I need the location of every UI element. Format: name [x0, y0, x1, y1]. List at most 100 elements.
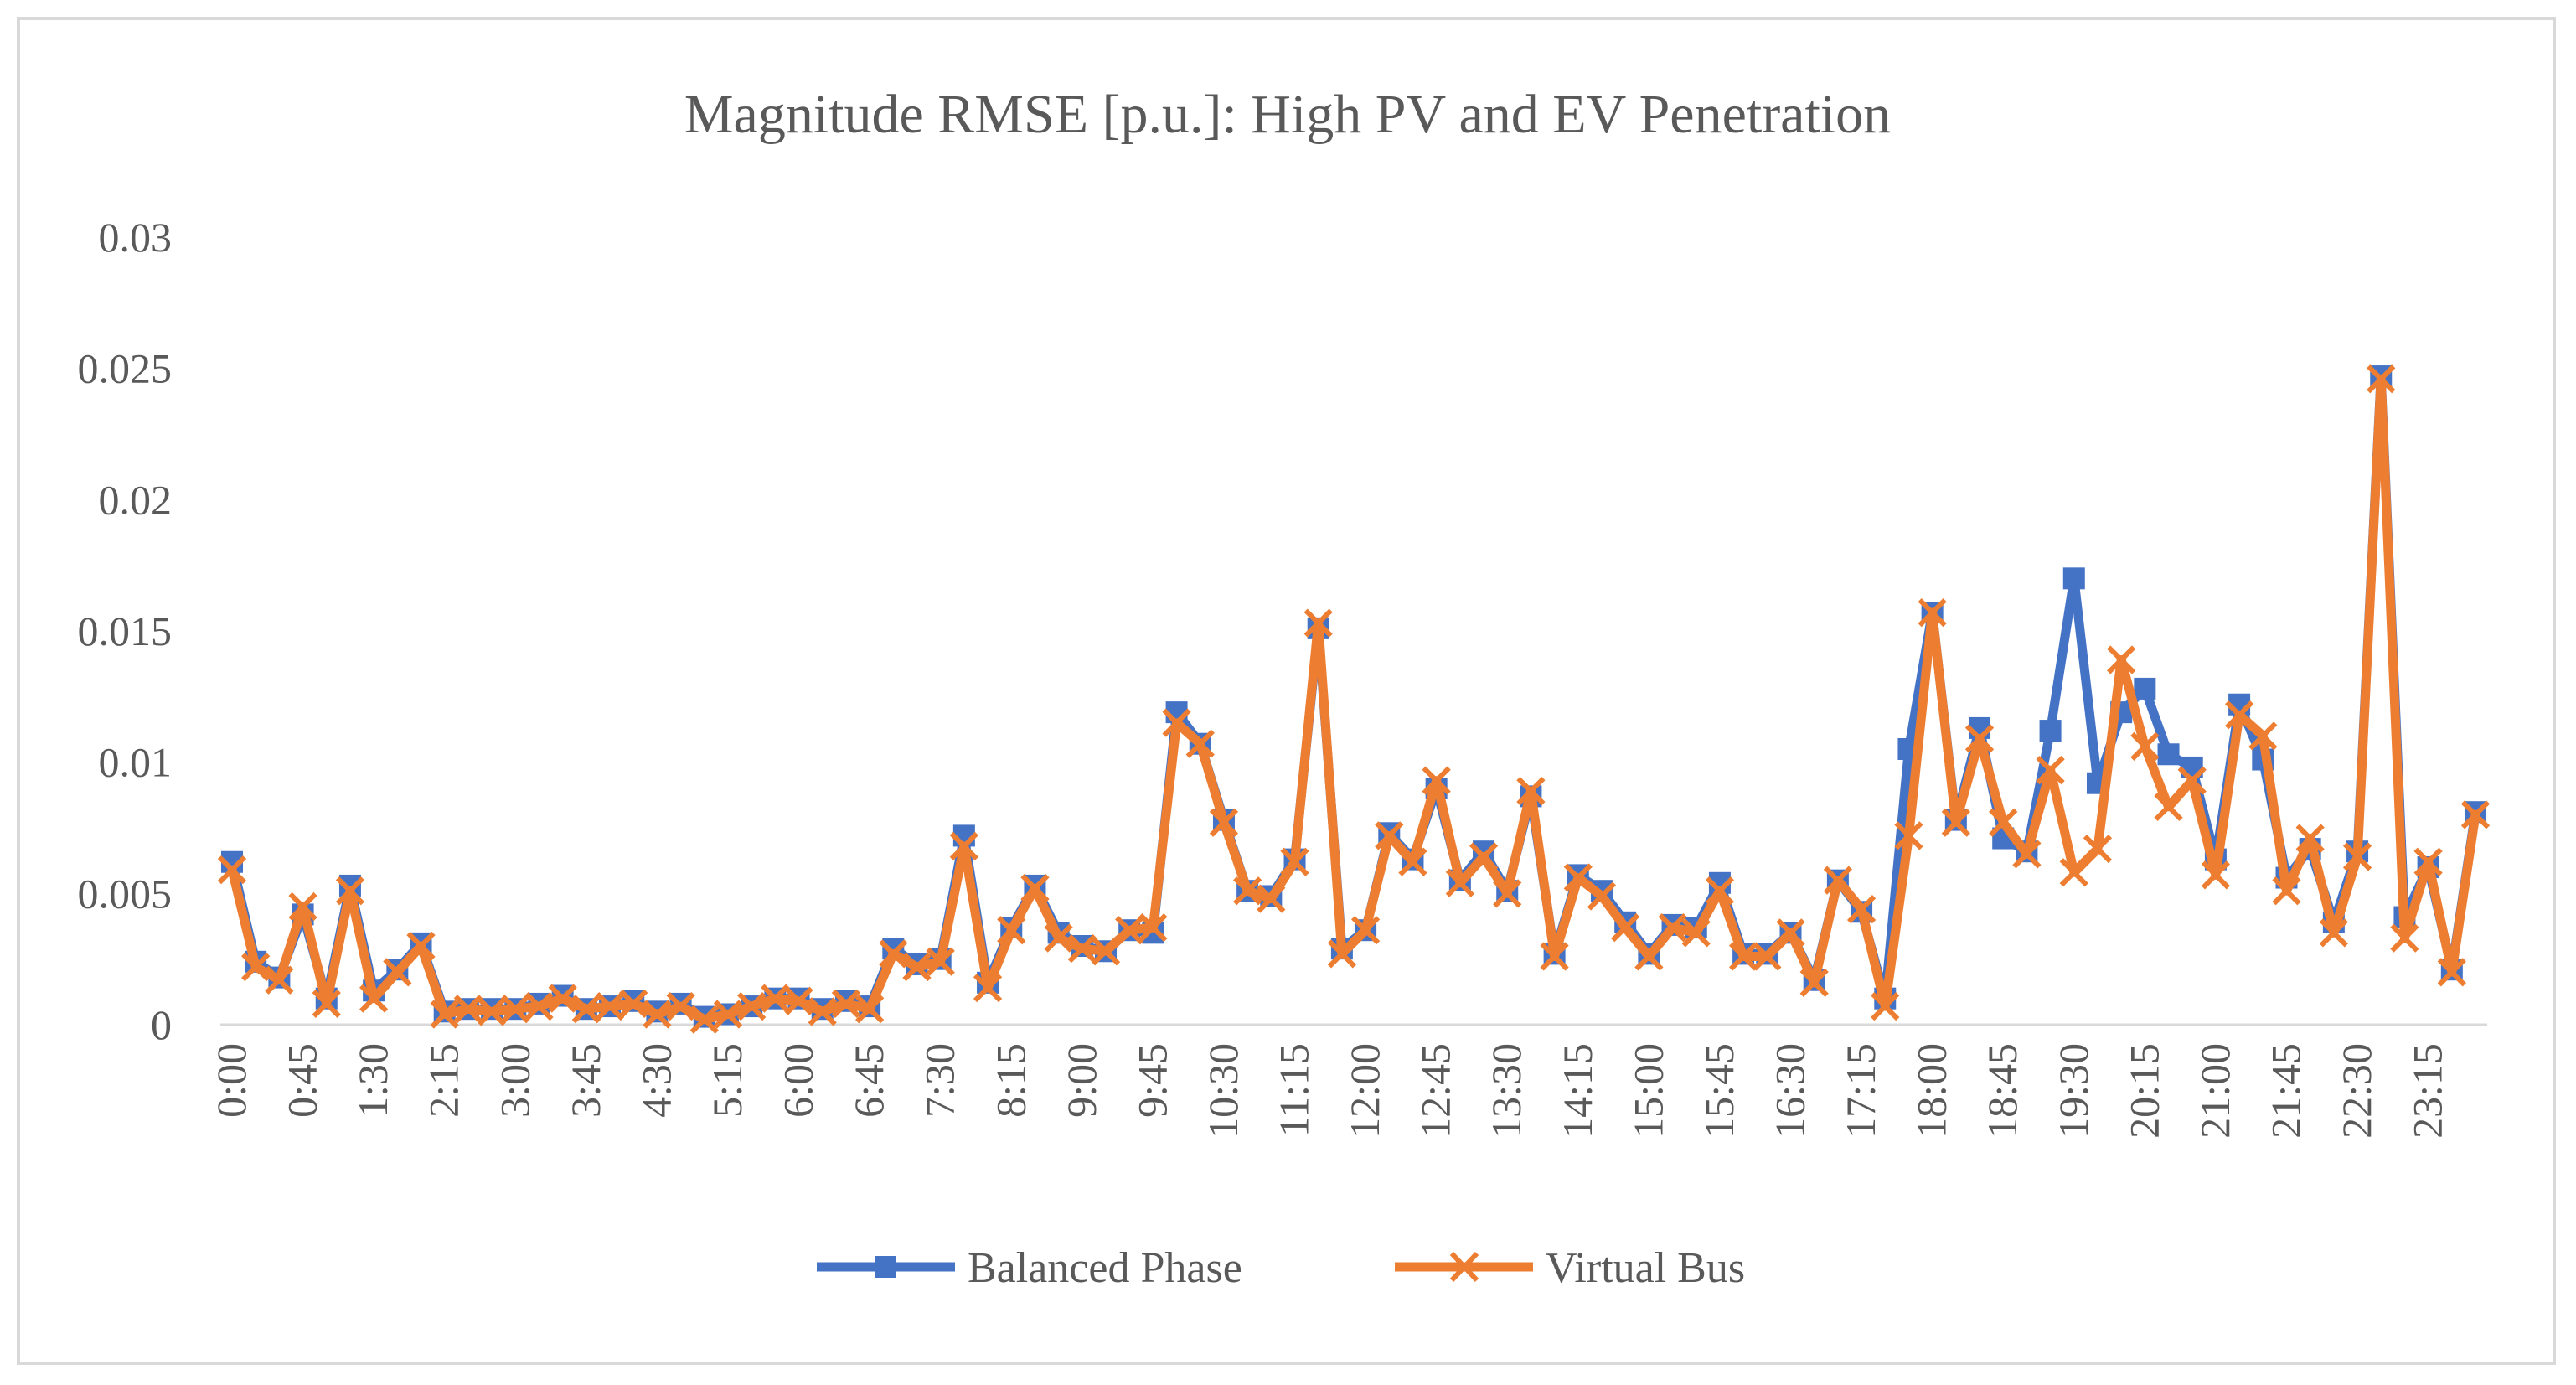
- data-point-virtual-bus: [2272, 876, 2301, 906]
- data-point-virtual-bus: [595, 991, 625, 1021]
- data-point-virtual-bus: [1823, 866, 1853, 895]
- x-tick-label: 11:15: [1271, 1043, 1318, 1137]
- data-point-virtual-bus: [1799, 968, 1829, 997]
- data-point-virtual-bus: [477, 997, 507, 1026]
- data-point-virtual-bus: [2012, 840, 2042, 869]
- x-tick-label: 15:00: [1624, 1043, 1671, 1139]
- data-point-virtual-bus: [1162, 708, 1191, 737]
- data-point-virtual-bus: [1233, 876, 1262, 906]
- x-tick-label: 0:00: [208, 1043, 255, 1118]
- data-point-balanced-phase: [2157, 743, 2180, 766]
- data-point-virtual-bus: [1422, 766, 1451, 795]
- data-point-balanced-phase: [2134, 677, 2156, 700]
- data-point-virtual-bus: [2201, 860, 2231, 890]
- data-point-virtual-bus: [406, 931, 436, 961]
- y-tick-label: 0.01: [99, 739, 173, 786]
- x-tick-label: 19:30: [2050, 1043, 2097, 1139]
- x-tick-label: 1:30: [349, 1043, 396, 1118]
- data-point-virtual-bus: [430, 1000, 459, 1029]
- legend: Balanced Phase Virtual Bus: [817, 1244, 1745, 1292]
- x-tick-label: 13:30: [1483, 1043, 1530, 1139]
- data-point-virtual-bus: [808, 997, 837, 1026]
- data-point-virtual-bus: [2413, 847, 2443, 876]
- legend-square-marker: [875, 1256, 896, 1278]
- data-point-virtual-bus: [2460, 800, 2491, 829]
- data-point-virtual-bus: [1350, 916, 1381, 945]
- data-point-virtual-bus: [2342, 842, 2372, 871]
- data-point-virtual-bus: [1091, 937, 1121, 966]
- x-tick-label: 23:15: [2404, 1043, 2451, 1139]
- data-point-virtual-bus: [1753, 942, 1782, 971]
- legend-label-balanced-phase: Balanced Phase: [968, 1244, 1242, 1292]
- y-tick-label: 0.025: [78, 345, 173, 392]
- data-point-virtual-bus: [359, 984, 389, 1013]
- data-point-virtual-bus: [1303, 608, 1333, 638]
- x-tick-label: 6:00: [775, 1043, 822, 1118]
- x-tick-label: 12:45: [1412, 1043, 1459, 1139]
- x-tick-label: 20:15: [2120, 1043, 2167, 1139]
- data-point-virtual-bus: [2059, 858, 2088, 887]
- data-point-virtual-bus: [524, 991, 554, 1021]
- data-point-virtual-bus: [1705, 876, 1735, 906]
- data-point-virtual-bus: [689, 1005, 719, 1034]
- x-tick-label: 21:00: [2191, 1043, 2238, 1139]
- y-tick-label: 0.005: [78, 870, 173, 917]
- data-point-virtual-bus: [383, 958, 412, 987]
- data-point-virtual-bus: [1681, 918, 1711, 948]
- x-tick-label: 9:00: [1058, 1043, 1105, 1118]
- y-tick-label: 0.03: [99, 214, 173, 261]
- data-point-virtual-bus: [1257, 884, 1286, 913]
- y-tick-label: 0: [151, 1001, 172, 1048]
- data-point-virtual-bus: [1634, 942, 1664, 971]
- data-point-virtual-bus: [335, 876, 365, 906]
- x-tick-label: 3:00: [491, 1043, 538, 1118]
- data-point-virtual-bus: [2367, 364, 2396, 394]
- legend-x-marker: [1449, 1251, 1479, 1283]
- data-point-virtual-bus: [1587, 881, 1617, 911]
- data-point-virtual-bus: [784, 986, 813, 1015]
- data-point-virtual-bus: [241, 952, 271, 982]
- data-point-virtual-bus: [2319, 918, 2348, 948]
- data-point-virtual-bus: [1185, 729, 1215, 758]
- data-point-virtual-bus: [548, 984, 577, 1013]
- data-point-virtual-bus: [619, 989, 648, 1019]
- data-point-virtual-bus: [1846, 895, 1877, 924]
- x-tick-label: 18:45: [1979, 1043, 2026, 1139]
- data-point-virtual-bus: [1469, 842, 1499, 871]
- data-point-virtual-bus: [2295, 824, 2325, 853]
- series-balanced-phase: [221, 365, 2486, 1028]
- data-point-virtual-bus: [2177, 766, 2207, 795]
- data-point-virtual-bus: [2390, 923, 2419, 953]
- data-point-virtual-bus: [1540, 942, 1569, 971]
- data-point-virtual-bus: [1918, 597, 1947, 628]
- data-point-virtual-bus: [2248, 721, 2278, 751]
- x-tick-label: 5:15: [704, 1043, 751, 1118]
- data-point-virtual-bus: [1776, 918, 1805, 948]
- data-point-virtual-bus: [1989, 808, 2018, 837]
- data-point-virtual-bus: [288, 891, 317, 922]
- data-point-virtual-bus: [571, 995, 601, 1024]
- x-tick-label: 6:45: [845, 1043, 892, 1118]
- x-tick-label: 2:15: [421, 1043, 467, 1118]
- data-point-virtual-bus: [2437, 958, 2466, 987]
- data-point-virtual-bus: [2224, 700, 2254, 730]
- data-point-virtual-bus: [1941, 808, 1970, 837]
- data-point-virtual-bus: [1871, 991, 1900, 1021]
- data-point-virtual-bus: [926, 947, 955, 976]
- data-point-virtual-bus: [854, 995, 885, 1024]
- data-point-virtual-bus: [973, 974, 1003, 1003]
- data-point-virtual-bus: [1729, 942, 1758, 971]
- data-point-virtual-bus: [713, 1000, 743, 1029]
- x-tick-label: 16:30: [1767, 1043, 1814, 1139]
- data-point-virtual-bus: [761, 984, 790, 1013]
- data-point-virtual-bus: [1611, 912, 1640, 943]
- x-tick-label: 21:45: [2262, 1043, 2309, 1139]
- data-point-virtual-bus: [2083, 834, 2113, 864]
- x-tick-label: 10:30: [1200, 1043, 1247, 1139]
- data-point-balanced-phase: [2062, 567, 2085, 590]
- x-tick-label: 7:30: [916, 1043, 963, 1118]
- data-point-virtual-bus: [2036, 755, 2065, 785]
- data-point-virtual-bus: [1493, 879, 1522, 908]
- data-point-virtual-bus: [1209, 808, 1239, 837]
